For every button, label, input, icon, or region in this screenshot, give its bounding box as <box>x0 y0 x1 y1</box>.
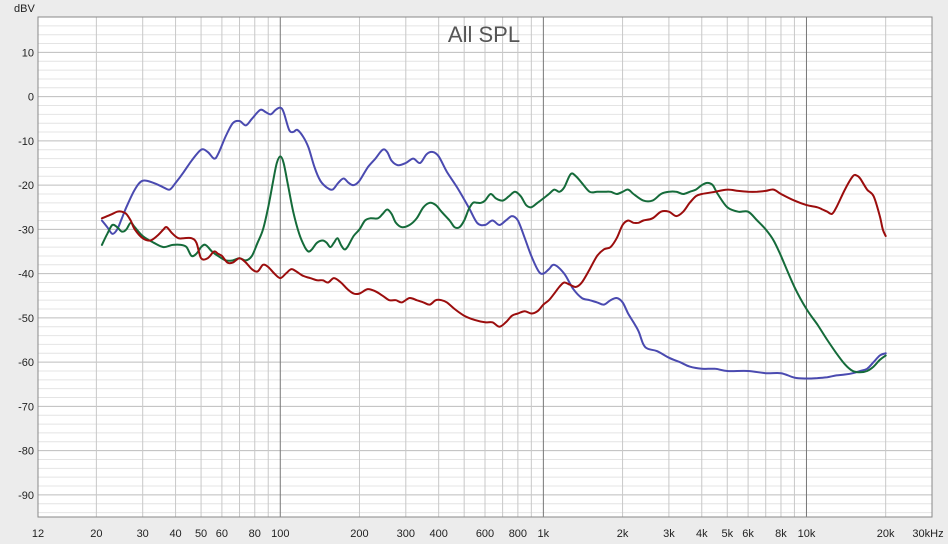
x-tick-label: 400 <box>429 528 447 540</box>
x-tick-label: 12 <box>32 528 44 540</box>
series-line-2 <box>100 155 887 374</box>
y-tick-label: -40 <box>18 269 34 281</box>
y-tick-labels: 10 0 -10 -20 -30 -40 -50 -60 -70 -80 -90 <box>18 47 34 501</box>
y-tick-label: -30 <box>18 224 34 236</box>
x-tick-label: 100 <box>271 528 289 540</box>
x-tick-label: 30kHz <box>912 528 943 540</box>
y-tick-label: 10 <box>22 47 34 59</box>
x-tick-label: 6k <box>742 528 754 540</box>
x-tick-label: 3k <box>663 528 675 540</box>
grid <box>38 16 933 517</box>
x-tick-label: 300 <box>397 528 415 540</box>
plot-frame <box>37 16 933 518</box>
chart-title: All SPL <box>448 22 520 47</box>
series-line-3 <box>100 173 887 328</box>
y-tick-label: -10 <box>18 136 34 148</box>
y-axis-label: dBV <box>14 3 35 15</box>
y-tick-label: -60 <box>18 357 34 369</box>
x-tick-label: 30 <box>137 528 149 540</box>
y-tick-label: -20 <box>18 180 34 192</box>
x-tick-label: 80 <box>249 528 261 540</box>
series-line-1 <box>100 106 887 380</box>
x-tick-label: 20 <box>90 528 102 540</box>
y-tick-label: -70 <box>18 401 34 413</box>
series-layer <box>100 106 887 380</box>
x-tick-labels: 12 20 30 40 50 60 80 100 200 300 400 600 800 1k 2k 3k 4k… <box>32 528 944 540</box>
x-tick-label: 2k <box>617 528 629 540</box>
x-tick-label: 1k <box>538 528 550 540</box>
x-tick-label: 800 <box>509 528 527 540</box>
y-tick-label: -50 <box>18 313 34 325</box>
x-tick-label: 200 <box>350 528 368 540</box>
x-tick-label: 5k <box>721 528 733 540</box>
x-tick-label: 4k <box>696 528 708 540</box>
y-tick-label: 0 <box>28 92 34 104</box>
y-tick-label: -80 <box>18 446 34 458</box>
x-tick-label: 8k <box>775 528 787 540</box>
y-tick-label: -90 <box>18 490 34 502</box>
x-tick-label: 40 <box>169 528 181 540</box>
x-tick-label: 50 <box>195 528 207 540</box>
x-tick-label: 60 <box>216 528 228 540</box>
x-tick-label: 600 <box>476 528 494 540</box>
x-tick-label: 10k <box>798 528 816 540</box>
x-tick-label: 20k <box>877 528 895 540</box>
